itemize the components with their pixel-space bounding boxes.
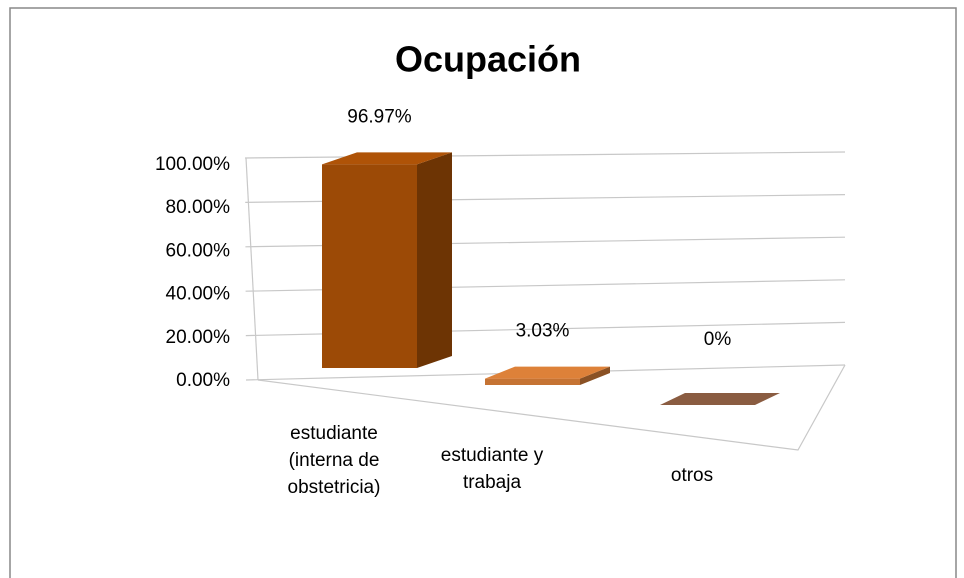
bar-side <box>580 366 610 385</box>
bar-top <box>322 152 452 165</box>
x-tick-label: otros <box>670 465 714 486</box>
wall-edge <box>245 157 259 381</box>
value-label: 0% <box>704 329 732 350</box>
y-tick-label: 20.00% <box>166 327 231 348</box>
y-tick-label: 100.00% <box>155 154 230 175</box>
bar-top <box>485 366 610 379</box>
bar-top <box>660 393 780 405</box>
chart-title: Ocupación <box>395 39 581 80</box>
value-label: 3.03% <box>516 321 570 342</box>
value-label: 96.97% <box>347 106 412 127</box>
bar-front <box>322 164 417 368</box>
chart-frame <box>9 7 957 578</box>
y-tick-label: 80.00% <box>166 197 231 218</box>
y-tick-label: 40.00% <box>166 284 231 305</box>
x-tick-label: estudiante (interna de obstetricia) <box>287 423 381 498</box>
floor <box>257 364 846 451</box>
bar-side <box>417 152 452 368</box>
bar-front <box>485 378 580 385</box>
x-tick-label: estudiante y trabaja <box>440 445 544 493</box>
y-tick-label: 0.00% <box>176 370 230 391</box>
y-tick-label: 60.00% <box>166 240 231 261</box>
